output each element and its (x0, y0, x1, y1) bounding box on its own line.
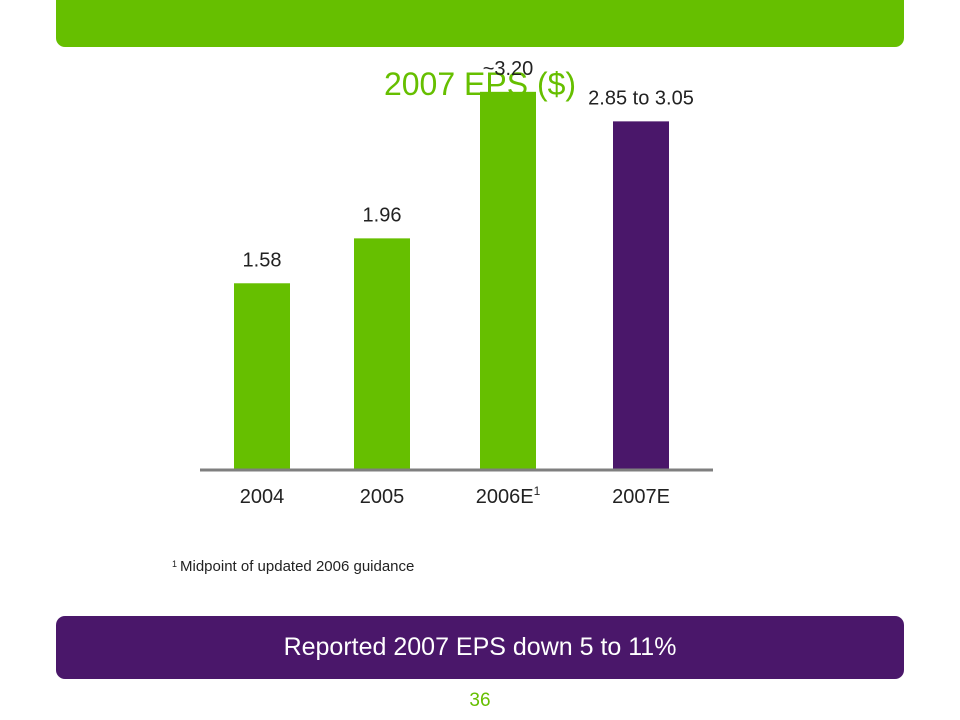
x-tick-label-2007e: 2007E (612, 486, 670, 508)
data-label-2007e: 2.85 to 3.05 (588, 87, 694, 109)
footnote-text: Midpoint of updated 2006 guidance (180, 558, 415, 575)
data-label-2006e: ~3.20 (483, 58, 534, 80)
x-tick-label-2004: 2004 (240, 486, 285, 508)
footnote: 1 Midpoint of updated 2006 guidance (172, 558, 414, 575)
bar-2006e (480, 91, 536, 471)
bar-2005 (354, 238, 410, 470)
data-label-2005: 1.96 (363, 204, 402, 226)
chart-title: 2007 EPS ($) (383, 66, 577, 102)
footnote-marker: 1 (172, 559, 178, 569)
bar-2007e (613, 121, 669, 470)
x-tick-label-2006e: 2006E1 (476, 484, 541, 508)
label-group: 1.58 2004 1.96 2005 ~3.20 2006E1 2.85 to 3.05 2… (240, 58, 694, 508)
bar-group (234, 91, 669, 471)
x-tick-label-2005: 2005 (360, 486, 405, 508)
page-number: 36 (469, 690, 491, 711)
data-label-2004: 1.58 (243, 249, 282, 271)
summary-banner-text: Reported 2007 EPS down 5 to 11% (283, 633, 677, 661)
top-banner (56, 0, 904, 47)
bar-2004 (234, 283, 290, 470)
summary-banner: Reported 2007 EPS down 5 to 11% (56, 616, 904, 679)
